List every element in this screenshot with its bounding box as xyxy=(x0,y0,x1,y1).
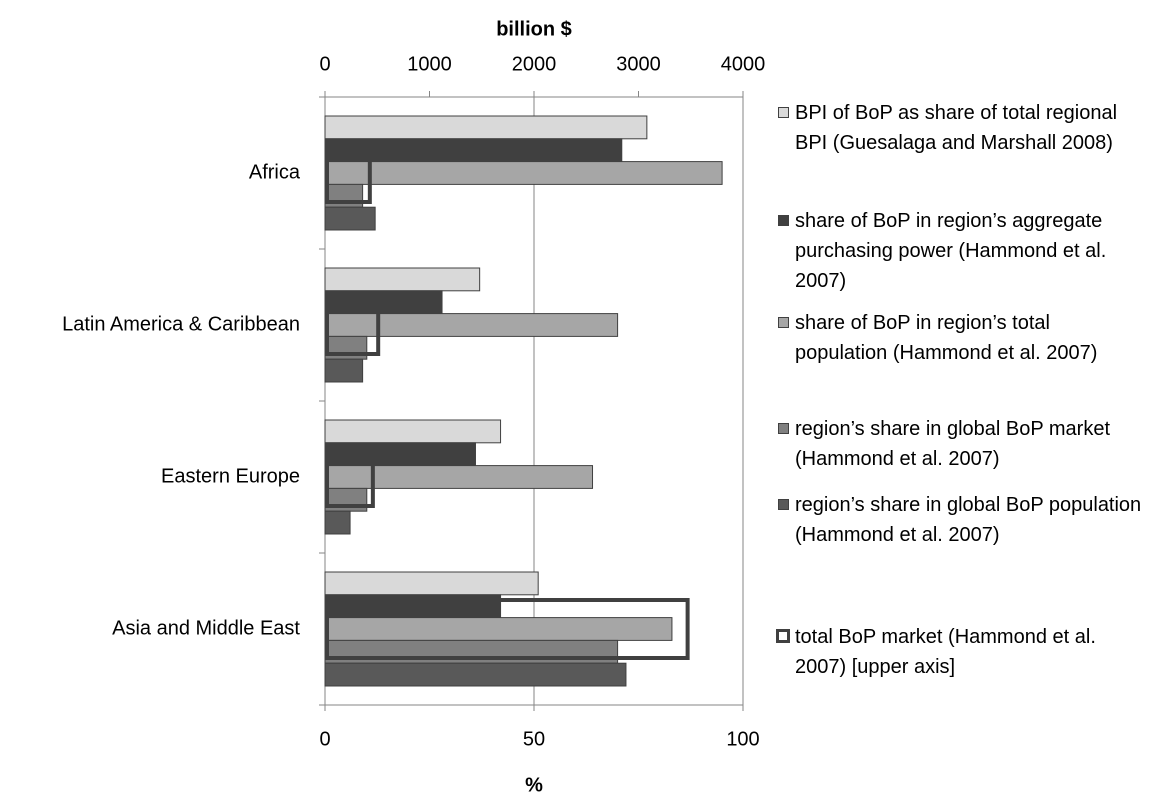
outline-bar xyxy=(325,294,381,356)
x-tick-label: 100 xyxy=(726,728,759,750)
y-tick-label: Eastern Europe xyxy=(161,465,300,487)
legend-swatch xyxy=(778,107,789,118)
bar xyxy=(324,358,364,383)
legend-label: BPI of BoP as share of total regional BP… xyxy=(795,102,1118,154)
bar xyxy=(324,419,502,444)
outline-bar xyxy=(325,598,690,660)
legend-label: share of BoP in region’s total populatio… xyxy=(795,312,1098,364)
bar xyxy=(324,617,673,641)
legend-swatch xyxy=(776,629,790,643)
x2-tick-label: 3000 xyxy=(616,53,661,75)
bar xyxy=(324,313,619,337)
bar xyxy=(324,571,539,596)
x2-tick-label: 1000 xyxy=(407,53,452,75)
legend-label: share of BoP in region’s aggregate purch… xyxy=(795,210,1107,292)
legend-swatch xyxy=(778,423,789,434)
x-axis-title: % xyxy=(525,774,543,796)
legend-label: region’s share in global BoP population … xyxy=(795,494,1142,546)
legend-entry: total BoP market (Hammond et al. 2007) [… xyxy=(776,622,1145,682)
legend-label: region’s share in global BoP market (Ham… xyxy=(795,418,1110,470)
bar xyxy=(324,662,627,687)
x-tick-label: 50 xyxy=(523,728,545,750)
bar xyxy=(324,267,481,292)
legend-label: total BoP market (Hammond et al. 2007) [… xyxy=(795,626,1096,678)
legend-entry: share of BoP in region’s total populatio… xyxy=(778,308,1145,368)
legend-swatch xyxy=(778,499,789,510)
legend-entry: region’s share in global BoP market (Ham… xyxy=(778,414,1145,474)
x2-axis-title: billion $ xyxy=(496,18,572,40)
outline-bar xyxy=(325,142,372,204)
bar xyxy=(324,161,723,185)
x2-tick-label: 2000 xyxy=(512,53,557,75)
y-tick-label: Africa xyxy=(249,161,301,183)
y-tick-label: Asia and Middle East xyxy=(112,617,300,639)
y-tick-label: Latin America & Caribbean xyxy=(62,313,300,335)
outline-bar xyxy=(325,446,375,508)
legend-entry: share of BoP in region’s aggregate purch… xyxy=(778,206,1145,296)
x2-tick-label: 4000 xyxy=(721,53,766,75)
x-tick-label: 0 xyxy=(319,728,330,750)
bar xyxy=(324,206,376,231)
bar xyxy=(324,510,351,535)
legend-swatch xyxy=(778,215,789,226)
legend-swatch xyxy=(778,317,789,328)
x2-tick-label: 0 xyxy=(319,53,330,75)
bar xyxy=(324,465,594,489)
legend-entry: BPI of BoP as share of total regional BP… xyxy=(778,98,1145,158)
bar xyxy=(324,115,648,140)
legend-entry: region’s share in global BoP population … xyxy=(778,490,1145,550)
